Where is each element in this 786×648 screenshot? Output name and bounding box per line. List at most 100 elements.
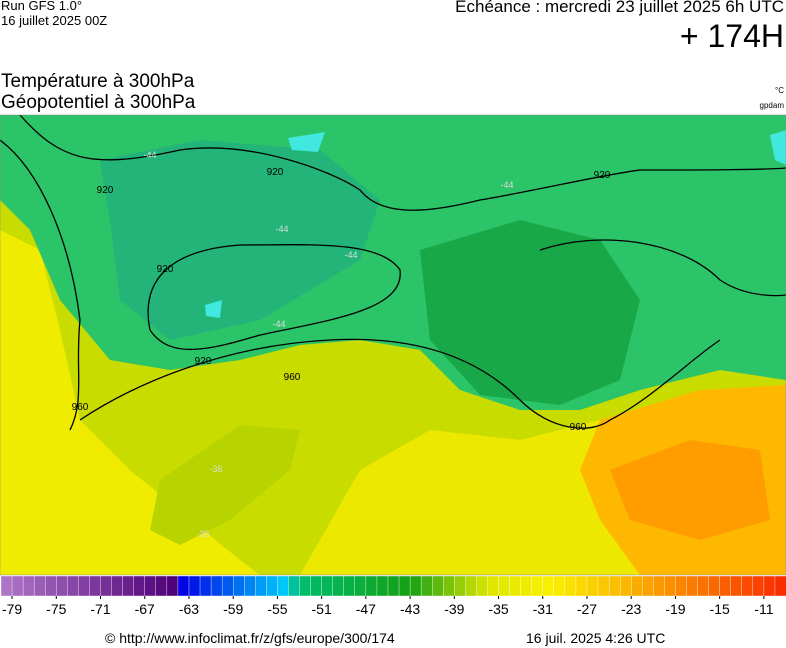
colorbar-cell	[675, 575, 687, 597]
contour-label: 960	[72, 402, 89, 413]
map-frame	[0, 114, 786, 576]
isotherm-label: -44	[275, 224, 288, 234]
colorbar-cell	[255, 575, 267, 597]
forecast-time: Echéance : mercredi 23 juillet 2025 6h U…	[455, 0, 784, 16]
colorbar-cell	[387, 575, 400, 597]
colorbar-cell	[465, 575, 477, 597]
colorbar-cell	[741, 575, 754, 597]
colorbar-tick-label: -23	[621, 601, 641, 617]
colorbar-cell	[155, 575, 168, 597]
colorbar-cell	[277, 575, 289, 597]
colorbar-tick-label: -67	[135, 601, 155, 617]
colorbar-cell	[266, 575, 278, 597]
colorbar-cell	[454, 575, 466, 597]
colorbar-cell	[133, 575, 146, 597]
colorbar-tick-label: -63	[179, 601, 199, 617]
colorbar-cell	[89, 575, 102, 597]
isotherm-label: -44	[272, 319, 285, 329]
footer-date: 16 juil. 2025 4:26 UTC	[526, 630, 666, 646]
field-cyan	[770, 130, 786, 165]
colorbar-cell	[376, 575, 389, 597]
colorbar-cell	[199, 575, 212, 597]
colorbar-cell	[653, 575, 665, 597]
contour-label: 920	[594, 170, 611, 181]
contour-label: 960	[284, 372, 301, 383]
contour-line	[539, 239, 786, 297]
colorbar: -79 -75 -71 -67 -63 -59 -55 -51 -47 -43 -39 -35 -31 -…	[0, 575, 786, 617]
colorbar-cell	[144, 575, 157, 597]
colorbar-cell	[619, 575, 632, 597]
title-temperature: Température à 300hPa	[1, 71, 195, 92]
colorbar-cell	[210, 575, 223, 597]
colorbar-cell	[78, 575, 90, 597]
colorbar-cell	[22, 575, 35, 597]
colorbar-tick-label: -35	[488, 601, 508, 617]
map-fields	[0, 115, 786, 575]
colorbar-cell	[443, 575, 455, 597]
colorbar-cell	[487, 575, 500, 597]
colorbar-cell	[686, 575, 699, 597]
field-band	[150, 425, 300, 545]
colorbar-cell	[597, 575, 610, 597]
colorbar-tick-label: -51	[312, 601, 332, 617]
isotherm-label: -44	[500, 180, 513, 190]
contour-label: 920	[157, 264, 174, 275]
contour-label: 920	[267, 167, 284, 178]
colorbar-cell	[288, 575, 301, 597]
colorbar-cell	[586, 575, 599, 597]
colorbar-tick-label: -47	[356, 601, 376, 617]
isotherm-label: -36	[209, 464, 222, 474]
colorbar-cell	[365, 575, 378, 597]
colorbar-cell	[11, 575, 24, 597]
colorbar-cell	[100, 575, 113, 597]
field-orange-dark	[610, 440, 770, 540]
colorbar-cell	[697, 575, 710, 597]
colorbar-cell	[244, 575, 256, 597]
colorbar-cell	[232, 575, 245, 597]
colorbar-cell	[509, 575, 522, 597]
colorbar-cell	[420, 575, 433, 597]
field-cyan	[205, 300, 222, 318]
colorbar-cell	[188, 575, 201, 597]
contour-label: 960	[570, 422, 587, 433]
colorbar-tick-label: -79	[2, 601, 22, 617]
colorbar-cell	[531, 575, 544, 597]
colorbar-tick-label: -15	[710, 601, 730, 617]
colorbar-cell	[354, 575, 367, 597]
colorbar-cell	[719, 575, 732, 597]
isotherm-label: -36	[196, 529, 209, 539]
colorbar-cell	[575, 575, 588, 597]
colorbar-tick-label: -27	[577, 601, 597, 617]
colorbar-cell	[166, 575, 179, 597]
colorbar-cell	[310, 575, 323, 597]
colorbar-tick-label: -55	[267, 601, 287, 617]
colorbar-cell	[542, 575, 555, 597]
colorbar-cell	[409, 575, 422, 597]
colorbar-cell	[177, 575, 190, 597]
colorbar-cell	[564, 575, 577, 597]
colorbar-cell	[631, 575, 643, 597]
contours	[0, 114, 786, 431]
colorbar-cell	[398, 575, 411, 597]
colorbar-cell	[299, 575, 312, 597]
field-cyan	[288, 132, 325, 152]
lead-time: + 174H	[679, 18, 784, 54]
colorbar-cell	[553, 575, 566, 597]
colorbar-cell	[476, 575, 488, 597]
contour-line	[19, 114, 786, 211]
colorbar-cell	[221, 575, 234, 597]
colorbar-cell	[774, 575, 786, 597]
colorbar-cell	[498, 575, 511, 597]
footer-url: © http://www.infoclimat.fr/z/gfs/europe/…	[105, 630, 395, 646]
run-date: 16 juillet 2025 00Z	[1, 13, 108, 28]
field-green-north	[100, 140, 380, 340]
colorbar-cell	[520, 575, 533, 597]
colorbar-cell	[608, 575, 621, 597]
colorbar-cell	[763, 575, 776, 597]
colorbar-cell	[343, 575, 356, 597]
geo-unit: gpdam	[759, 101, 784, 110]
contour-line	[0, 139, 81, 431]
colorbar-cell	[67, 575, 79, 597]
